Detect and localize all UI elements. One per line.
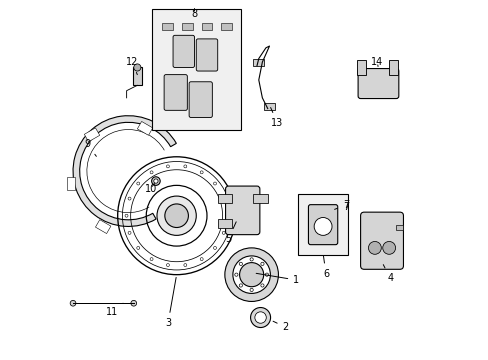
Circle shape (164, 204, 188, 228)
Text: 10: 10 (144, 183, 157, 194)
Bar (201, 23, 212, 30)
Circle shape (234, 273, 238, 276)
Bar (388, 60, 397, 75)
Bar (162, 23, 173, 30)
Bar (395, 225, 403, 230)
Bar (67, 177, 75, 190)
Text: 13: 13 (270, 108, 283, 128)
Circle shape (232, 256, 270, 293)
Bar (151, 9, 241, 130)
FancyBboxPatch shape (308, 204, 337, 245)
Bar (217, 219, 231, 228)
Text: 12: 12 (125, 57, 138, 75)
Circle shape (225, 214, 228, 217)
Circle shape (265, 273, 268, 276)
Circle shape (153, 179, 158, 183)
Circle shape (260, 284, 264, 287)
Circle shape (224, 248, 278, 301)
Circle shape (213, 182, 216, 185)
Text: 3: 3 (164, 278, 176, 328)
Circle shape (382, 242, 395, 254)
Bar (182, 23, 192, 30)
Circle shape (166, 165, 169, 168)
Circle shape (249, 288, 253, 292)
Circle shape (125, 214, 128, 217)
FancyBboxPatch shape (225, 186, 259, 235)
Circle shape (150, 171, 153, 174)
Circle shape (249, 258, 253, 261)
FancyBboxPatch shape (360, 212, 403, 269)
Circle shape (239, 262, 263, 287)
Text: 2: 2 (272, 321, 288, 332)
Wedge shape (73, 116, 176, 226)
Circle shape (134, 64, 141, 71)
Bar (217, 194, 231, 203)
Bar (133, 67, 142, 85)
Circle shape (150, 258, 153, 261)
Circle shape (222, 197, 224, 200)
Bar (253, 194, 267, 203)
Circle shape (183, 264, 186, 266)
Circle shape (157, 196, 196, 235)
Circle shape (128, 231, 131, 234)
Text: 8: 8 (191, 9, 197, 19)
Circle shape (239, 262, 242, 265)
Circle shape (213, 247, 216, 249)
Bar (298, 194, 347, 255)
Circle shape (200, 171, 203, 174)
Circle shape (183, 165, 186, 168)
Circle shape (200, 258, 203, 261)
Circle shape (260, 262, 264, 265)
FancyBboxPatch shape (196, 39, 217, 71)
Circle shape (137, 247, 140, 249)
Circle shape (254, 312, 266, 323)
Text: 1: 1 (256, 273, 299, 285)
Text: 4: 4 (383, 265, 392, 283)
Bar (253, 59, 264, 66)
Circle shape (250, 307, 270, 328)
Circle shape (222, 231, 224, 234)
Bar (95, 220, 111, 234)
Circle shape (131, 300, 136, 306)
Bar (356, 60, 365, 75)
Circle shape (313, 217, 331, 235)
Circle shape (239, 284, 242, 287)
Text: 7: 7 (334, 200, 348, 210)
Text: 7: 7 (342, 202, 348, 212)
Circle shape (367, 242, 381, 254)
Circle shape (128, 197, 131, 200)
Circle shape (166, 264, 169, 266)
FancyBboxPatch shape (164, 75, 187, 111)
Circle shape (151, 177, 160, 185)
Text: 9: 9 (84, 139, 96, 156)
Text: 6: 6 (322, 256, 328, 279)
Bar (264, 103, 274, 111)
Circle shape (137, 182, 140, 185)
Text: 5: 5 (225, 222, 236, 244)
Bar (84, 128, 100, 142)
FancyBboxPatch shape (189, 82, 212, 117)
Circle shape (70, 300, 76, 306)
Text: 11: 11 (105, 303, 123, 317)
FancyBboxPatch shape (357, 68, 398, 99)
FancyBboxPatch shape (173, 35, 194, 67)
Bar (137, 121, 152, 135)
Text: 14: 14 (370, 57, 383, 67)
Bar (221, 23, 231, 30)
